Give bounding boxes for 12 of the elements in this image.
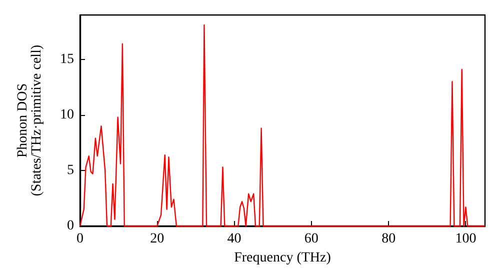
- x-tick-label: 80: [382, 232, 396, 246]
- x-tick-label: 0: [76, 232, 84, 246]
- y-tick-label: 0: [67, 218, 74, 234]
- y-tick-label: 10: [60, 107, 74, 122]
- x-axis-title: Frequency (THz): [234, 250, 332, 266]
- y-tick-label: 15: [60, 52, 74, 67]
- x-tick-label: 60: [304, 232, 318, 246]
- x-tick-label: 20: [150, 232, 164, 246]
- x-tick-label: 40: [227, 232, 242, 246]
- y-tick-label: 5: [67, 162, 74, 178]
- x-tick-label: 100: [455, 232, 476, 246]
- y-axis-title: Phonon DOS (States/THz·primitive cell): [16, 44, 44, 196]
